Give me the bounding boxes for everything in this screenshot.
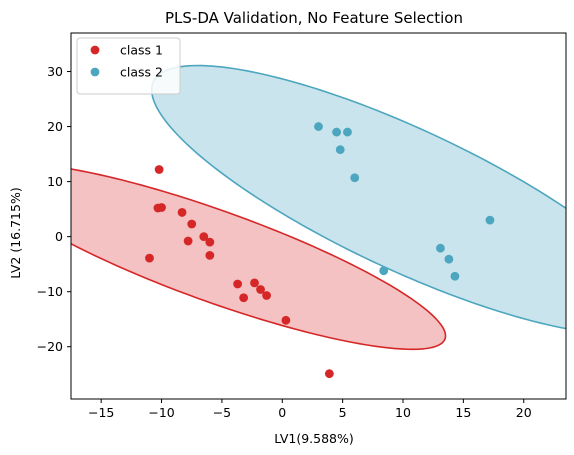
plot-area: −15 −10 −5 0 5 10 15 20 −20 −10 0 10 20 30 <box>37 32 567 420</box>
data-point-series-2 <box>314 122 323 131</box>
x-tick-label: −15 <box>88 405 114 420</box>
data-point-series-1 <box>239 293 249 303</box>
x-axis-label: LV1(9.588%) <box>274 431 354 446</box>
legend-marker <box>90 67 100 77</box>
data-point-series-1 <box>256 285 265 294</box>
x-tick-label: 5 <box>339 405 347 420</box>
data-point-series-1 <box>177 208 187 217</box>
axes-frame <box>70 32 567 400</box>
data-point-series-1 <box>262 291 271 300</box>
legend-label: class 2 <box>120 65 163 80</box>
data-point-series-1 <box>205 237 215 247</box>
data-point-series-1 <box>145 253 154 263</box>
y-tick-label: 30 <box>47 64 63 79</box>
x-tick-label: 15 <box>455 405 471 420</box>
y-tick-label: −10 <box>37 284 63 299</box>
data-point-series-1 <box>154 165 164 174</box>
data-point-series-2 <box>436 243 445 253</box>
x-tick-label: 10 <box>395 405 411 420</box>
data-point-series-1 <box>233 279 243 289</box>
data-point-series-1 <box>250 278 259 288</box>
y-tick-label: 20 <box>47 119 63 134</box>
data-point-series-2 <box>343 127 352 137</box>
y-tick-label: 0 <box>55 229 63 244</box>
data-point-series-1 <box>324 369 334 379</box>
y-tick-label: 10 <box>47 174 63 189</box>
legend: class 1 class 2 <box>76 37 181 95</box>
y-tick-label: −20 <box>37 339 63 354</box>
confidence-ellipse-series-1 <box>71 168 447 351</box>
data-point-series-1 <box>199 232 209 242</box>
chart-title: PLS-DA Validation, No Feature Selection <box>165 9 463 27</box>
legend-frame <box>76 37 181 95</box>
data-point-series-2 <box>485 215 495 225</box>
data-point-series-1 <box>157 203 166 212</box>
data-point-series-1 <box>183 236 193 246</box>
legend-label: class 1 <box>120 43 163 58</box>
y-axis-label: LV2 (16.715%) <box>8 187 23 278</box>
data-point-series-1 <box>205 250 215 260</box>
data-point-series-2 <box>444 254 454 264</box>
data-point-series-2 <box>379 266 389 276</box>
x-tick-label: 0 <box>278 405 286 420</box>
plot-content <box>71 64 566 379</box>
data-point-series-1 <box>281 315 291 325</box>
x-tick-label: 20 <box>516 405 532 420</box>
data-point-series-1 <box>187 219 197 229</box>
x-tick-label: −10 <box>148 405 174 420</box>
data-point-series-2 <box>335 145 345 155</box>
legend-marker <box>90 45 100 55</box>
data-point-series-2 <box>332 127 342 137</box>
data-point-series-2 <box>450 271 460 281</box>
data-point-series-2 <box>350 173 360 183</box>
x-tick-label: −5 <box>213 405 231 420</box>
